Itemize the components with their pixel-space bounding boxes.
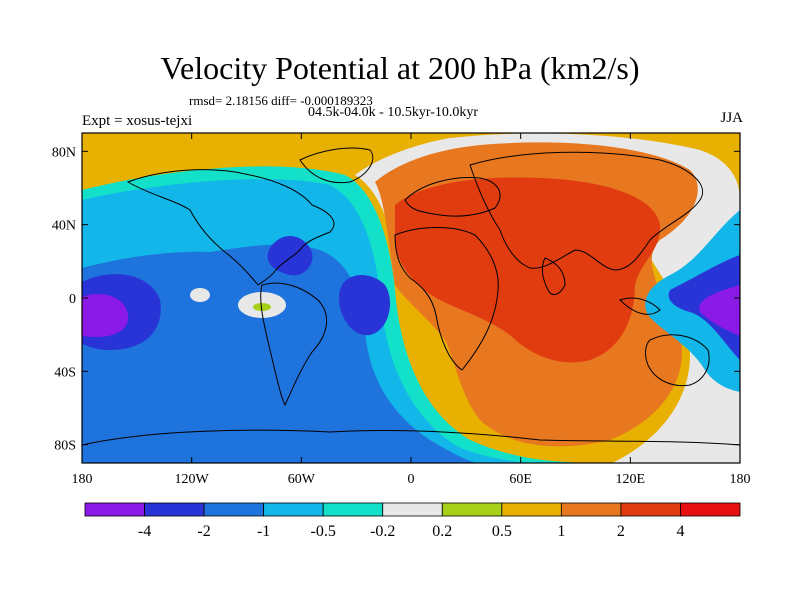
experiment-label: Expt = xosus-tejxi [82, 113, 193, 129]
colorbar-label: -0.5 [311, 523, 336, 540]
colorbar-label: 4 [676, 523, 684, 540]
colorbar-swatch [680, 502, 741, 517]
colorbar-swatch [441, 502, 503, 517]
x-tick-label: 60W [288, 472, 316, 487]
x-tick-label: 0 [408, 472, 415, 487]
axis-tick-labels: 180 120W 60W 0 60E 120E 180 80N 40N 0 40S 80S [52, 145, 751, 487]
axis-ticks [81, 133, 741, 463]
chart-title: Velocity Potential at 200 hPa (km2/s) [160, 50, 640, 86]
coast-south-america [260, 282, 328, 407]
colorbar-label: 0.5 [492, 523, 512, 540]
colorbar-labels: -4 -2 -1 -0.5 -0.2 0.2 0.5 1 2 4 [138, 523, 685, 540]
field-caribbean-low [267, 236, 313, 276]
colorbar-swatch [501, 502, 562, 517]
field-western-mid-blue [82, 244, 480, 463]
coast-asia [469, 151, 703, 271]
coast-india [541, 257, 566, 296]
coast-indonesia [619, 297, 661, 315]
field-atlantic-low [339, 274, 390, 336]
colorbar-swatch [382, 502, 443, 517]
field-asian-high [395, 177, 661, 363]
x-tick-label: 60E [509, 472, 532, 487]
colorbar-label: 2 [617, 523, 625, 540]
x-tick-label: 120W [175, 472, 210, 487]
colorbar-swatch [620, 502, 681, 517]
season-label: JJA [720, 110, 743, 126]
colorbar-swatch [560, 502, 622, 517]
coast-north-america [126, 169, 335, 286]
coast-greenland [299, 147, 374, 184]
colorbar-swatch [144, 502, 205, 517]
field-pacific-low-core [82, 294, 129, 338]
colorbar-swatch [84, 502, 145, 517]
colorbar-label: 0.2 [432, 523, 452, 540]
coastlines [82, 147, 740, 446]
colorbar-label: 1 [557, 523, 565, 540]
contour-field [82, 133, 740, 463]
colorbar-swatch [203, 502, 265, 517]
coast-australia [645, 334, 710, 387]
coast-europe [404, 176, 501, 217]
colorbar-label: -1 [257, 523, 270, 540]
x-tick-label: 180 [730, 472, 751, 487]
y-tick-label: 80N [52, 145, 76, 160]
coast-africa [394, 227, 499, 371]
coast-antarctica [82, 429, 740, 446]
colorbar [84, 502, 741, 517]
experiment-subtitle: 04.5k-04.0k - 10.5kyr-10.0kyr [308, 105, 479, 120]
y-tick-label: 80S [54, 439, 76, 454]
field-positive-dot [253, 303, 271, 311]
field-west-pacific-low-peak [699, 285, 740, 336]
y-tick-label: 40S [54, 365, 76, 380]
stats-label: rmsd= 2.18156 diff= -0.000189323 [189, 93, 373, 108]
field-small-zero-patch [190, 288, 210, 302]
colorbar-label: -0.2 [370, 523, 395, 540]
x-tick-label: 180 [72, 472, 93, 487]
y-tick-label: 40N [52, 219, 76, 234]
colorbar-label: -2 [197, 523, 210, 540]
colorbar-swatch [322, 502, 384, 517]
y-tick-label: 0 [69, 292, 76, 307]
colorbar-label: -4 [138, 523, 151, 540]
colorbar-swatch [263, 502, 324, 517]
x-tick-label: 120E [616, 472, 646, 487]
